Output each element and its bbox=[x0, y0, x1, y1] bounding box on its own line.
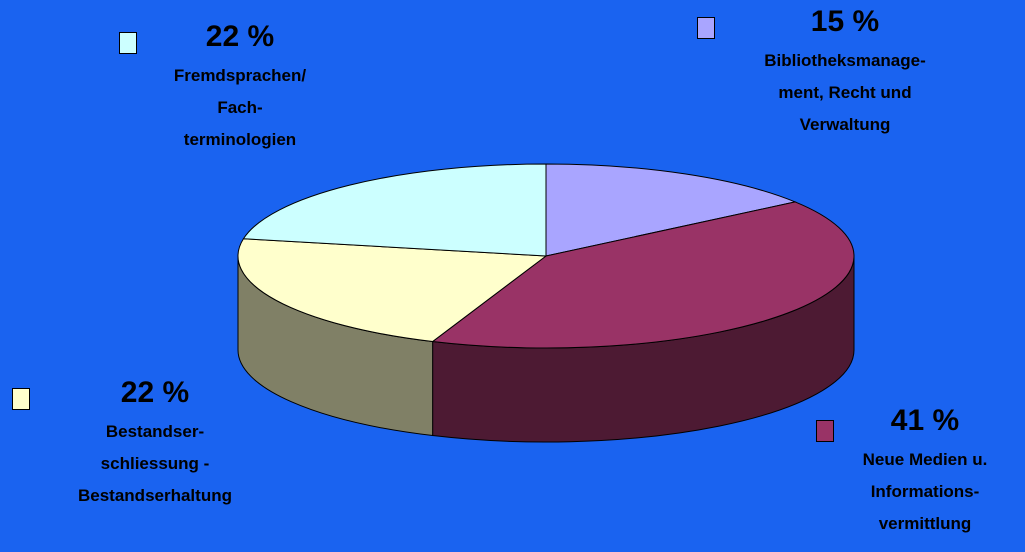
legend-entry-bibliotheksmanagement: 15 % Bibliotheksmanage- ment, Recht und … bbox=[720, 5, 970, 141]
slice-top-3 bbox=[242, 163, 547, 257]
legend-entry-fremdsprachen: 22 % Fremdsprachen/ Fach- terminologien bbox=[130, 20, 350, 156]
slice-label-bibliotheksmanagement: Bibliotheksmanage- ment, Recht und Verwa… bbox=[764, 51, 926, 134]
slice-value-neue-medien: 41 % bbox=[890, 404, 960, 437]
slice-top-1 bbox=[431, 201, 855, 349]
slice-value-fremdsprachen: 22 % bbox=[205, 20, 275, 53]
legend-swatch-neue-medien bbox=[816, 420, 834, 442]
slice-label-bestandserschliessung: Bestandser- schliessung - Bestandserhalt… bbox=[78, 422, 232, 505]
slice-value-bestandserschliessung: 22 % bbox=[120, 376, 190, 409]
legend-swatch-fremdsprachen bbox=[119, 32, 137, 54]
legend-entry-bestandserschliessung: 22 % Bestandser- schliessung - Bestandse… bbox=[35, 376, 275, 512]
legend-entry-neue-medien: 41 % Neue Medien u. Informations- vermit… bbox=[835, 404, 1015, 540]
slice-top-2 bbox=[237, 238, 548, 343]
legend-swatch-bibliotheksmanagement bbox=[697, 17, 715, 39]
slice-label-neue-medien: Neue Medien u. Informations- vermittlung bbox=[862, 450, 988, 533]
slice-value-bibliotheksmanagement: 15 % bbox=[810, 5, 880, 38]
slice-top-0 bbox=[545, 163, 797, 257]
slice-label-fremdsprachen: Fremdsprachen/ Fach- terminologien bbox=[173, 66, 307, 149]
legend-swatch-bestandserschliessung bbox=[12, 388, 30, 410]
